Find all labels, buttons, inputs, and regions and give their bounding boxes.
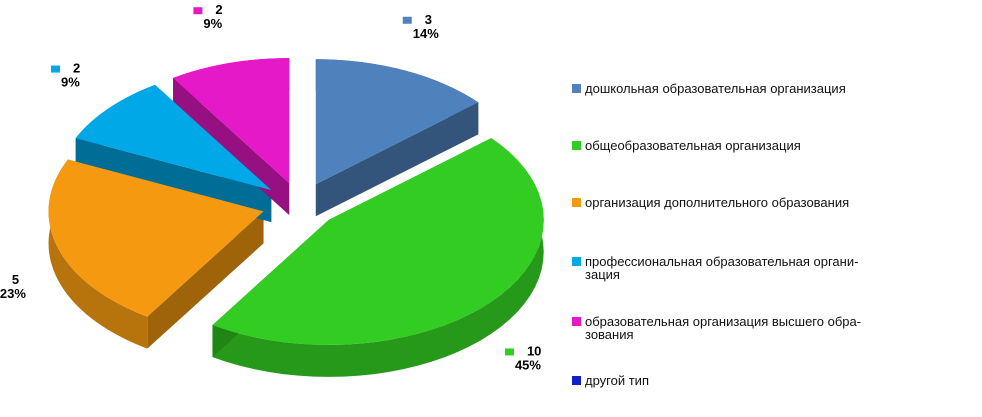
legend-entry: организация дополнительного образования	[572, 195, 850, 210]
legend-entry: общеобразовательная организация	[572, 138, 801, 153]
slice	[75, 84, 272, 191]
legend-swatch	[572, 317, 581, 326]
legend-entry: образовательная организация высшего обра…	[572, 314, 862, 342]
slice-side	[315, 102, 479, 217]
legend-label: другой тип	[585, 373, 649, 388]
data-label: 14%	[413, 26, 439, 41]
legend-swatch	[572, 257, 581, 266]
legend-swatch	[572, 376, 581, 385]
legend-label: дошкольная образовательная организация	[585, 81, 846, 96]
data-label: 10	[527, 343, 541, 358]
slice-side	[147, 211, 264, 349]
slice	[212, 138, 544, 345]
legend-swatch	[572, 198, 581, 207]
legend-swatch	[572, 84, 581, 93]
data-label: 2	[215, 2, 222, 17]
slice	[173, 58, 290, 184]
legend-label: организация дополнительного образования	[585, 195, 850, 210]
data-label: 23%	[0, 286, 26, 301]
data-label: 45%	[515, 357, 541, 372]
legend-entry: дошкольная образовательная организация	[572, 81, 846, 96]
data-label: 2	[73, 61, 80, 76]
label-swatch	[504, 348, 514, 356]
slice	[48, 159, 264, 317]
legend-label: общеобразовательная организация	[585, 138, 801, 153]
label-swatch	[51, 65, 61, 73]
data-label: 9%	[61, 75, 80, 90]
legend-label: образовательная организация высшего обра…	[585, 314, 862, 342]
legend-entry: профессиональная образовательная органи-…	[572, 254, 859, 282]
legend-label: профессиональная образовательная органи-…	[585, 254, 859, 282]
data-label: 5	[12, 272, 19, 287]
legend-entry: другой тип	[572, 373, 649, 388]
legend-swatch	[572, 141, 581, 150]
slice	[315, 59, 479, 185]
label-swatch	[193, 7, 203, 15]
slice-side	[48, 159, 148, 349]
data-label: 3	[425, 12, 432, 27]
data-label: 9%	[203, 16, 222, 31]
label-swatch	[402, 16, 412, 24]
